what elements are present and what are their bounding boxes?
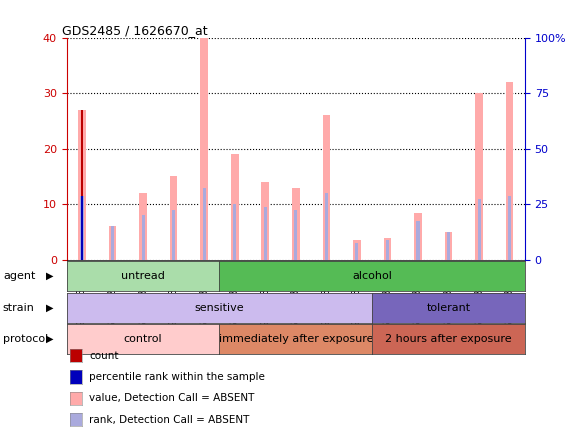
Text: ▶: ▶: [46, 303, 53, 313]
Bar: [383, 238, 392, 260]
Text: rank, Detection Call = ABSENT: rank, Detection Call = ABSENT: [89, 415, 250, 424]
Bar: [475, 93, 483, 260]
Bar: [108, 226, 117, 260]
Bar: [353, 240, 361, 260]
Bar: [386, 240, 389, 260]
Text: percentile rank within the sample: percentile rank within the sample: [89, 372, 265, 382]
Bar: [170, 177, 177, 260]
Bar: [111, 226, 114, 260]
Text: 2 hours after exposure: 2 hours after exposure: [385, 334, 512, 344]
Text: count: count: [89, 351, 119, 361]
Bar: [322, 115, 330, 260]
Bar: [200, 38, 208, 260]
Text: untread: untread: [121, 271, 165, 281]
Bar: [506, 82, 513, 260]
Text: alcohol: alcohol: [352, 271, 392, 281]
Text: ▶: ▶: [46, 271, 53, 281]
Bar: [262, 182, 269, 260]
Text: agent: agent: [3, 271, 35, 281]
Bar: [414, 213, 422, 260]
Text: protocol: protocol: [3, 334, 48, 344]
Bar: [294, 210, 298, 260]
Bar: [292, 188, 300, 260]
Text: value, Detection Call = ABSENT: value, Detection Call = ABSENT: [89, 393, 255, 403]
Bar: [264, 207, 267, 260]
Bar: [477, 199, 481, 260]
Bar: [172, 210, 175, 260]
Bar: [356, 243, 358, 260]
Bar: [81, 196, 84, 260]
Text: strain: strain: [3, 303, 35, 313]
Bar: [233, 204, 236, 260]
Text: ▶: ▶: [46, 334, 53, 344]
Bar: [325, 193, 328, 260]
Text: control: control: [124, 334, 162, 344]
Bar: [508, 196, 511, 260]
Bar: [81, 196, 83, 260]
Bar: [447, 232, 450, 260]
Text: immediately after exposure: immediately after exposure: [219, 334, 373, 344]
Bar: [142, 215, 144, 260]
Text: sensitive: sensitive: [195, 303, 244, 313]
Text: GDS2485 / 1626670_at: GDS2485 / 1626670_at: [62, 24, 208, 36]
Bar: [81, 110, 83, 260]
Bar: [231, 155, 238, 260]
Bar: [139, 193, 147, 260]
Bar: [416, 221, 419, 260]
Bar: [202, 188, 206, 260]
Text: tolerant: tolerant: [426, 303, 470, 313]
Bar: [78, 110, 86, 260]
Bar: [445, 232, 452, 260]
